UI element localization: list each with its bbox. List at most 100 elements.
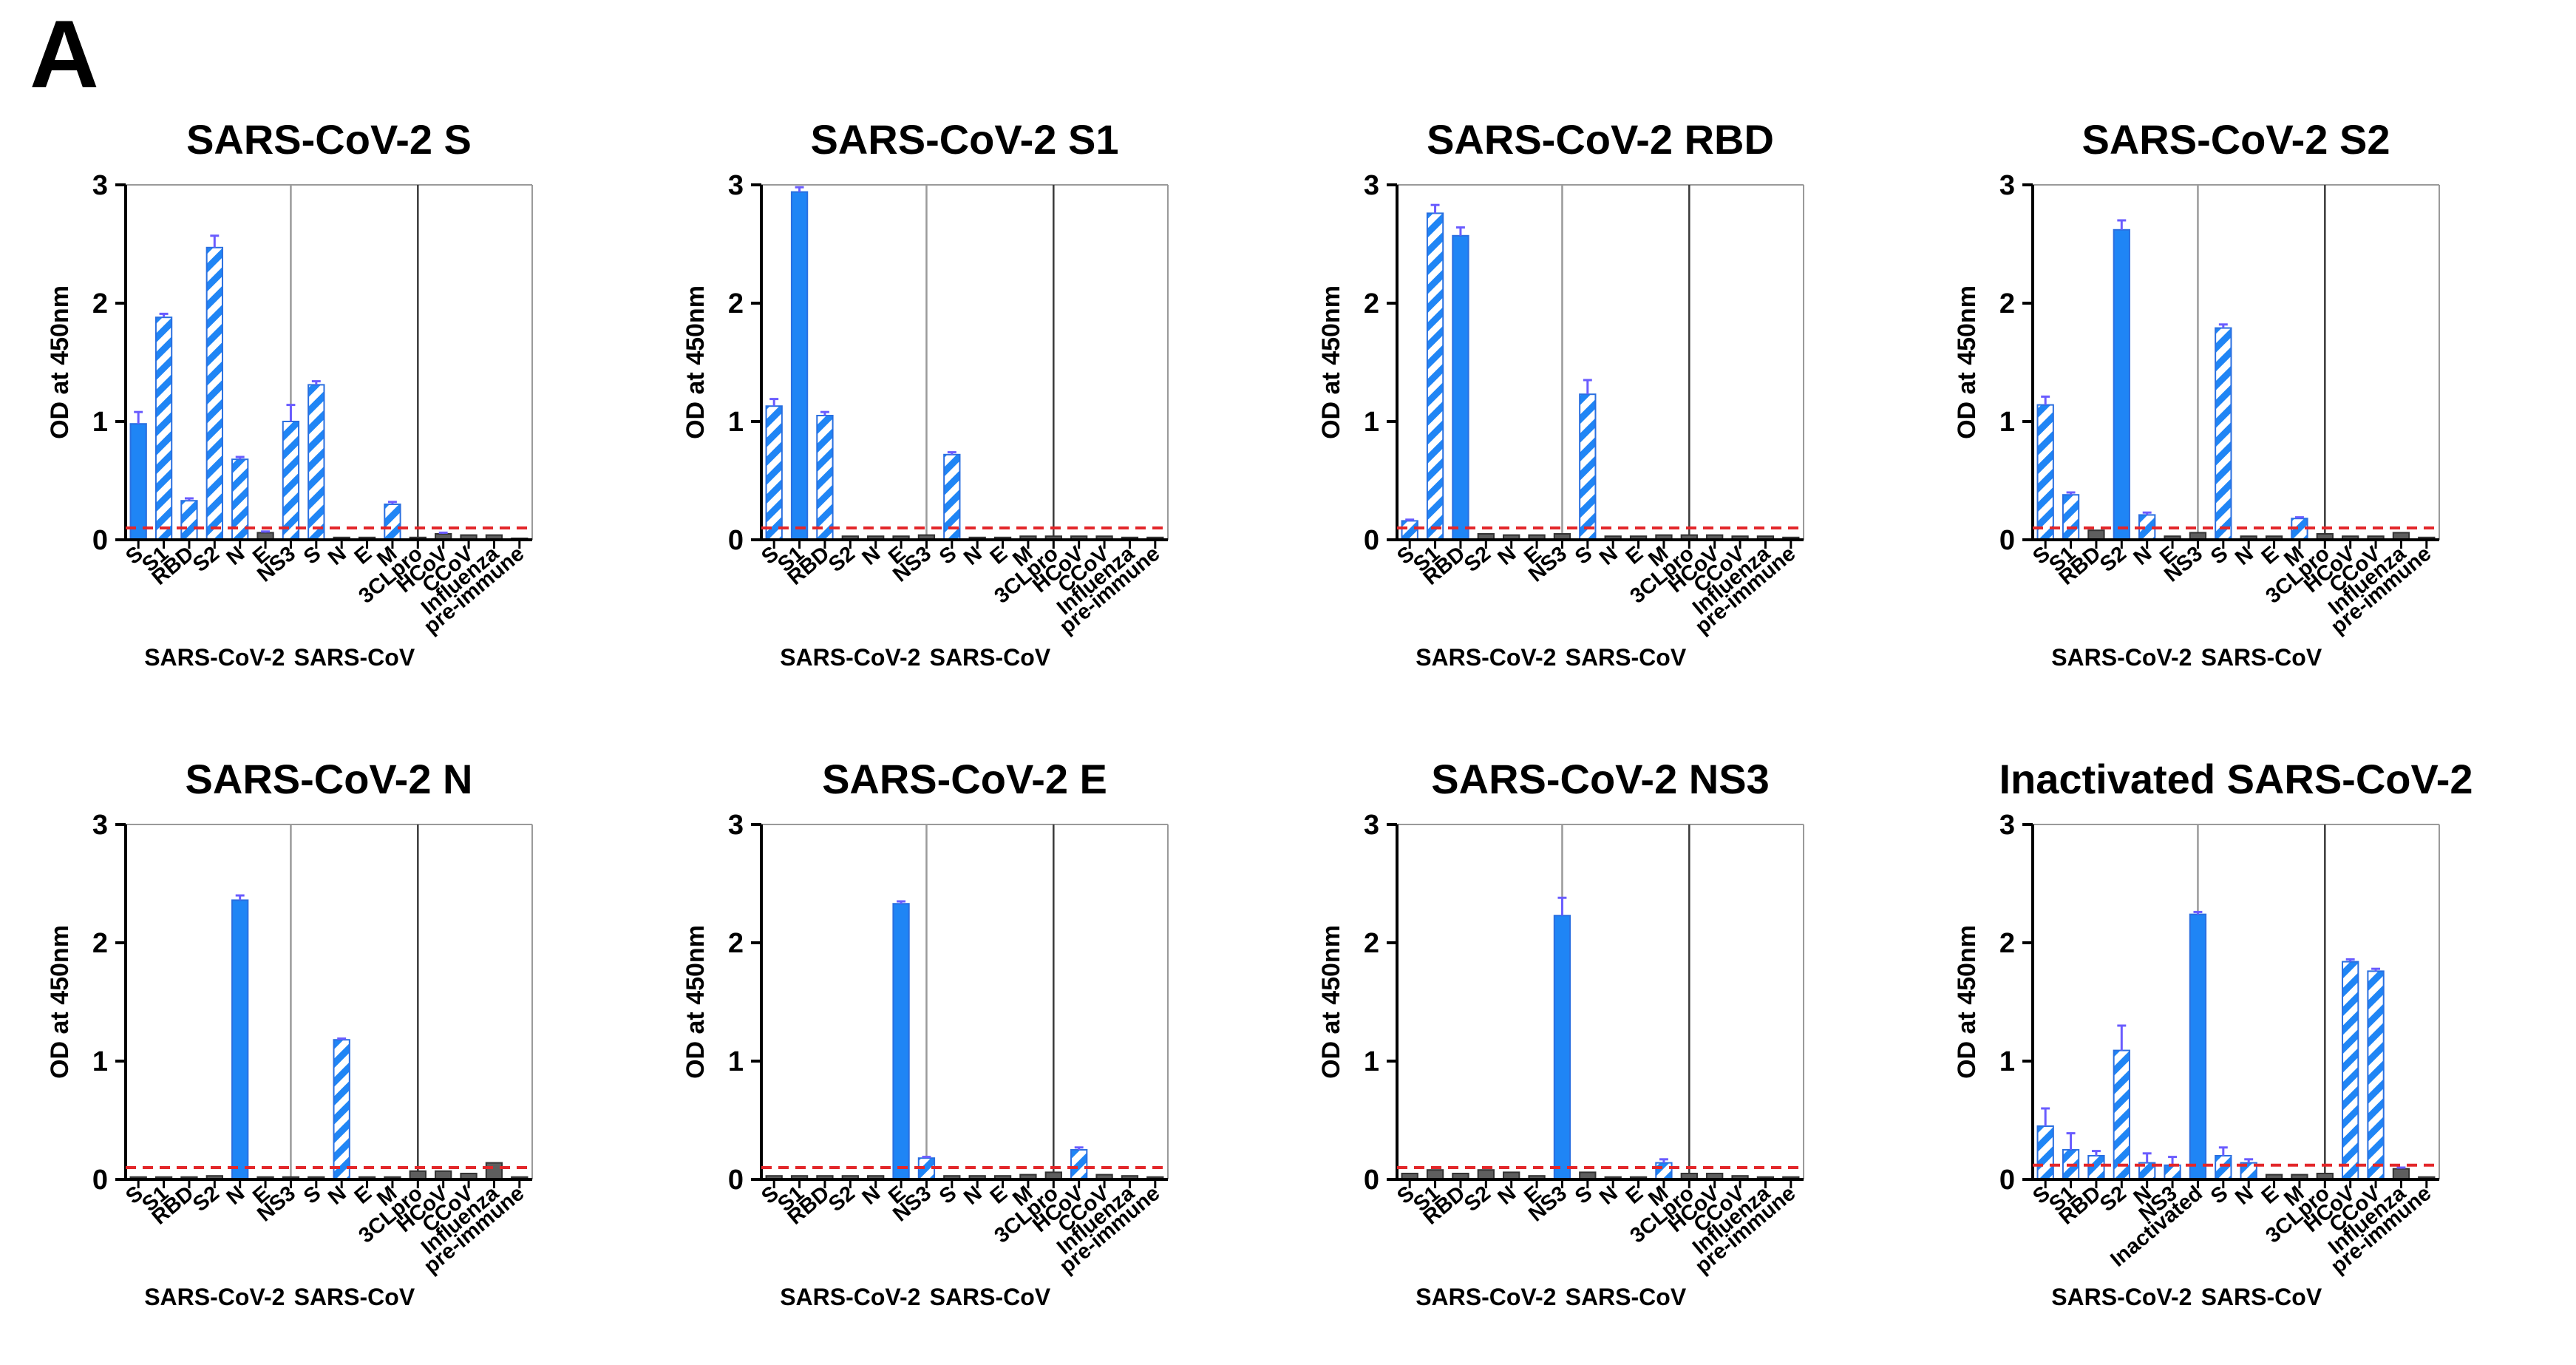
y-tick-label: 3 xyxy=(1999,170,2015,201)
x-tick-label: S xyxy=(1571,1182,1597,1209)
bar-s1 xyxy=(154,316,173,541)
x-tick-label: N xyxy=(1494,1182,1521,1210)
x-tick-label: S2 xyxy=(188,542,224,577)
bar-hcov xyxy=(2342,961,2359,1180)
y-tick-label: 3 xyxy=(92,810,108,841)
y-tick-label: 1 xyxy=(728,1046,744,1077)
y-tick-label: 1 xyxy=(1364,1046,1379,1077)
x-tick-label: N xyxy=(959,542,987,570)
bar-s xyxy=(765,405,783,541)
group-label-sars-cov: SARS-CoV xyxy=(2201,1284,2322,1310)
y-tick-label: 0 xyxy=(92,1165,108,1196)
y-tick-label: 1 xyxy=(728,407,744,438)
y-axis-label: OD at 450nm xyxy=(1317,925,1345,1079)
chart-title: SARS-CoV-2 E xyxy=(822,756,1107,802)
x-tick-label: N xyxy=(324,542,351,570)
x-tick-label: S xyxy=(2206,542,2232,569)
x-tick-label: S2 xyxy=(188,1182,224,1216)
bar-s2 xyxy=(2113,1049,2130,1180)
group-label-sars-cov: SARS-CoV xyxy=(930,644,1051,671)
group-label-sars-cov-2: SARS-CoV-2 xyxy=(1416,644,1556,671)
bar-ns3 xyxy=(1553,915,1571,1180)
x-tick-label: N xyxy=(1595,542,1622,570)
y-axis-label: OD at 450nm xyxy=(682,285,710,439)
x-tick-label: S xyxy=(935,542,961,569)
bar-m xyxy=(1655,1162,1673,1180)
y-tick-label: 2 xyxy=(1364,928,1379,959)
bar-influenza xyxy=(485,1162,503,1180)
y-tick-label: 3 xyxy=(728,170,744,201)
bar-m xyxy=(384,504,401,541)
group-label-sars-cov: SARS-CoV xyxy=(2201,644,2322,671)
bar-s xyxy=(2215,327,2232,541)
x-tick-label: S2 xyxy=(1460,1182,1495,1216)
x-tick-label: N xyxy=(959,1182,987,1210)
y-axis-label: OD at 450nm xyxy=(1953,285,1981,439)
bar-rbd xyxy=(816,415,834,541)
x-tick-label: E xyxy=(986,542,1012,569)
bar-s xyxy=(2215,1155,2232,1180)
x-tick-label: E xyxy=(350,542,376,569)
y-tick-label: 3 xyxy=(1364,170,1379,201)
x-tick-label: N xyxy=(324,1182,351,1210)
bar-ccov xyxy=(2367,970,2385,1181)
y-tick-label: 2 xyxy=(728,288,744,319)
bar-s xyxy=(1401,520,1418,541)
y-tick-label: 0 xyxy=(1999,525,2015,556)
bar-s xyxy=(129,423,147,541)
x-tick-label: E xyxy=(986,1182,1012,1209)
y-tick-label: 3 xyxy=(1364,810,1379,841)
chart-title: SARS-CoV-2 S1 xyxy=(811,116,1119,163)
bar-inactivated xyxy=(2189,913,2207,1180)
y-tick-label: 2 xyxy=(1999,288,2015,319)
bar-hcov xyxy=(1070,1149,1088,1180)
y-tick-label: 3 xyxy=(92,170,108,201)
x-tick-label: N xyxy=(2231,1182,2258,1210)
group-label-sars-cov-2: SARS-CoV-2 xyxy=(780,644,920,671)
y-tick-label: 1 xyxy=(1999,1046,2015,1077)
x-tick-label: E xyxy=(350,1182,376,1209)
x-tick-label: N xyxy=(1595,1182,1622,1210)
x-tick-label: S2 xyxy=(2096,542,2131,577)
group-label-sars-cov-2: SARS-CoV-2 xyxy=(1416,1284,1556,1310)
bar-influenza xyxy=(2392,1168,2410,1180)
bar-ns3 xyxy=(282,421,300,541)
group-label-sars-cov: SARS-CoV xyxy=(294,1284,415,1310)
x-tick-label: S2 xyxy=(1460,542,1495,577)
bar-ns3 xyxy=(2164,1164,2181,1181)
x-tick-label: S xyxy=(1571,542,1597,569)
bar-s2 xyxy=(2113,228,2130,541)
y-tick-label: 3 xyxy=(728,810,744,841)
chart-title: SARS-CoV-2 N xyxy=(186,756,473,802)
group-label-sars-cov: SARS-CoV xyxy=(1566,644,1687,671)
y-tick-label: 2 xyxy=(1364,288,1379,319)
y-tick-label: 0 xyxy=(92,525,108,556)
bar-s1 xyxy=(1426,212,1444,541)
group-label-sars-cov: SARS-CoV xyxy=(930,1284,1051,1310)
x-tick-label: N xyxy=(2130,542,2157,570)
group-label-sars-cov: SARS-CoV xyxy=(1566,1284,1687,1310)
group-label-sars-cov-2: SARS-CoV-2 xyxy=(144,644,285,671)
bar-s2 xyxy=(205,246,223,541)
x-tick-label: N xyxy=(858,542,886,570)
y-tick-label: 0 xyxy=(1364,525,1379,556)
y-tick-label: 2 xyxy=(92,928,108,959)
y-tick-label: 0 xyxy=(728,525,744,556)
chart-title: SARS-CoV-2 S2 xyxy=(2082,116,2390,163)
y-tick-label: 0 xyxy=(1999,1165,2015,1196)
x-tick-label: S2 xyxy=(824,1182,860,1216)
group-label-sars-cov-2: SARS-CoV-2 xyxy=(144,1284,285,1310)
x-tick-label: S xyxy=(935,1182,961,1209)
x-tick-label: N xyxy=(858,1182,886,1210)
y-tick-label: 2 xyxy=(92,288,108,319)
x-tick-label: S2 xyxy=(2096,1182,2131,1216)
bar-s xyxy=(1579,393,1597,541)
group-label-sars-cov-2: SARS-CoV-2 xyxy=(2051,1284,2192,1310)
group-label-sars-cov: SARS-CoV xyxy=(294,644,415,671)
y-axis-label: OD at 450nm xyxy=(46,285,74,439)
x-tick-label: N xyxy=(2231,542,2258,570)
bar-n xyxy=(333,1039,350,1180)
